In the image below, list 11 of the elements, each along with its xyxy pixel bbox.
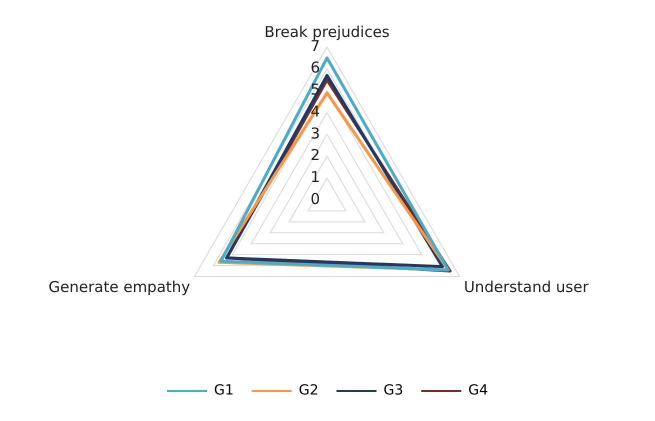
y-tick-label: 3 [310,124,320,142]
legend-label: G2 [298,382,319,399]
y-tick-label: 2 [310,146,320,164]
spoke-label: Generate empathy [48,278,190,296]
spoke-label: Understand user [464,278,590,296]
legend-label: G4 [468,382,488,399]
y-tick-label: 0 [310,190,320,208]
legend-label: G1 [214,382,234,399]
y-tick-label: 6 [310,58,320,77]
y-tick-label: 1 [310,168,320,186]
legend-label: G3 [384,382,404,399]
